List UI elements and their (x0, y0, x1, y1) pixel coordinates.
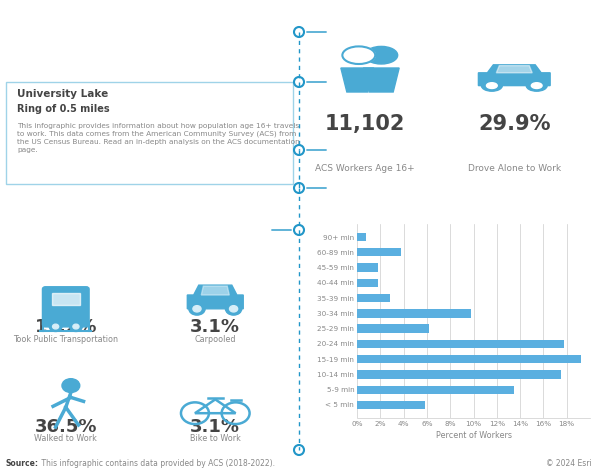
Polygon shape (478, 65, 550, 86)
Text: TRANSPORTATION TO WORK: TRANSPORTATION TO WORK (61, 197, 238, 207)
Bar (357, 264, 378, 272)
Text: Bike to Work: Bike to Work (190, 434, 241, 443)
Circle shape (49, 322, 62, 331)
Polygon shape (202, 286, 229, 295)
Text: Walked to Work: Walked to Work (34, 434, 97, 443)
FancyBboxPatch shape (42, 287, 89, 327)
Bar (357, 309, 471, 318)
Text: Source:: Source: (6, 458, 39, 467)
Text: Drove Alone to Work: Drove Alone to Work (468, 164, 561, 173)
Circle shape (526, 80, 547, 91)
Bar (357, 370, 561, 379)
Circle shape (189, 302, 205, 315)
Circle shape (342, 46, 376, 64)
Text: Carpooled: Carpooled (194, 335, 236, 344)
Text: ⬟: ⬟ (364, 57, 365, 58)
Circle shape (487, 83, 498, 89)
Bar (357, 233, 367, 241)
Text: This infographic contains data provided by ACS (2018-2022).: This infographic contains data provided … (39, 458, 275, 467)
Text: This infographic provides information about how population age 16+ travels
to wo: This infographic provides information ab… (17, 123, 300, 153)
Text: COMMUTE PROFILE: COMMUTE PROFILE (15, 29, 270, 54)
Circle shape (73, 324, 79, 329)
Circle shape (531, 83, 542, 89)
Text: 3.1%: 3.1% (190, 418, 240, 436)
Text: © 2024 Esri: © 2024 Esri (546, 458, 592, 467)
Polygon shape (187, 285, 243, 309)
Polygon shape (496, 65, 532, 73)
Text: 29.9%: 29.9% (478, 114, 551, 135)
Circle shape (53, 324, 59, 329)
Bar (357, 401, 425, 409)
Text: Took Public Transportation: Took Public Transportation (13, 335, 118, 344)
Text: University Lake: University Lake (17, 89, 109, 99)
Bar (357, 340, 565, 348)
Circle shape (62, 379, 80, 392)
Bar (357, 279, 378, 287)
Polygon shape (341, 68, 374, 92)
Bar (357, 294, 390, 302)
X-axis label: Percent of Workers: Percent of Workers (435, 431, 511, 440)
Circle shape (365, 46, 398, 64)
Text: Ring of 0.5 miles: Ring of 0.5 miles (17, 104, 110, 114)
Circle shape (230, 306, 237, 312)
Text: TRAVEL TIME TO WORK: TRAVEL TIME TO WORK (376, 197, 521, 207)
Text: 17.2%: 17.2% (35, 318, 97, 336)
Polygon shape (364, 68, 399, 92)
Text: 11,102: 11,102 (325, 114, 405, 135)
Circle shape (225, 302, 242, 315)
Circle shape (481, 80, 502, 91)
Bar (357, 324, 429, 333)
Circle shape (193, 306, 201, 312)
Text: 3.1%: 3.1% (190, 318, 240, 336)
Bar (357, 355, 581, 364)
Bar (357, 248, 401, 256)
Circle shape (69, 322, 83, 331)
Bar (357, 385, 514, 394)
Bar (52, 293, 80, 305)
Text: WORKERS: WORKERS (417, 9, 480, 19)
Text: ACS Workers Age 16+: ACS Workers Age 16+ (315, 164, 414, 173)
Text: 36.5%: 36.5% (35, 418, 97, 436)
